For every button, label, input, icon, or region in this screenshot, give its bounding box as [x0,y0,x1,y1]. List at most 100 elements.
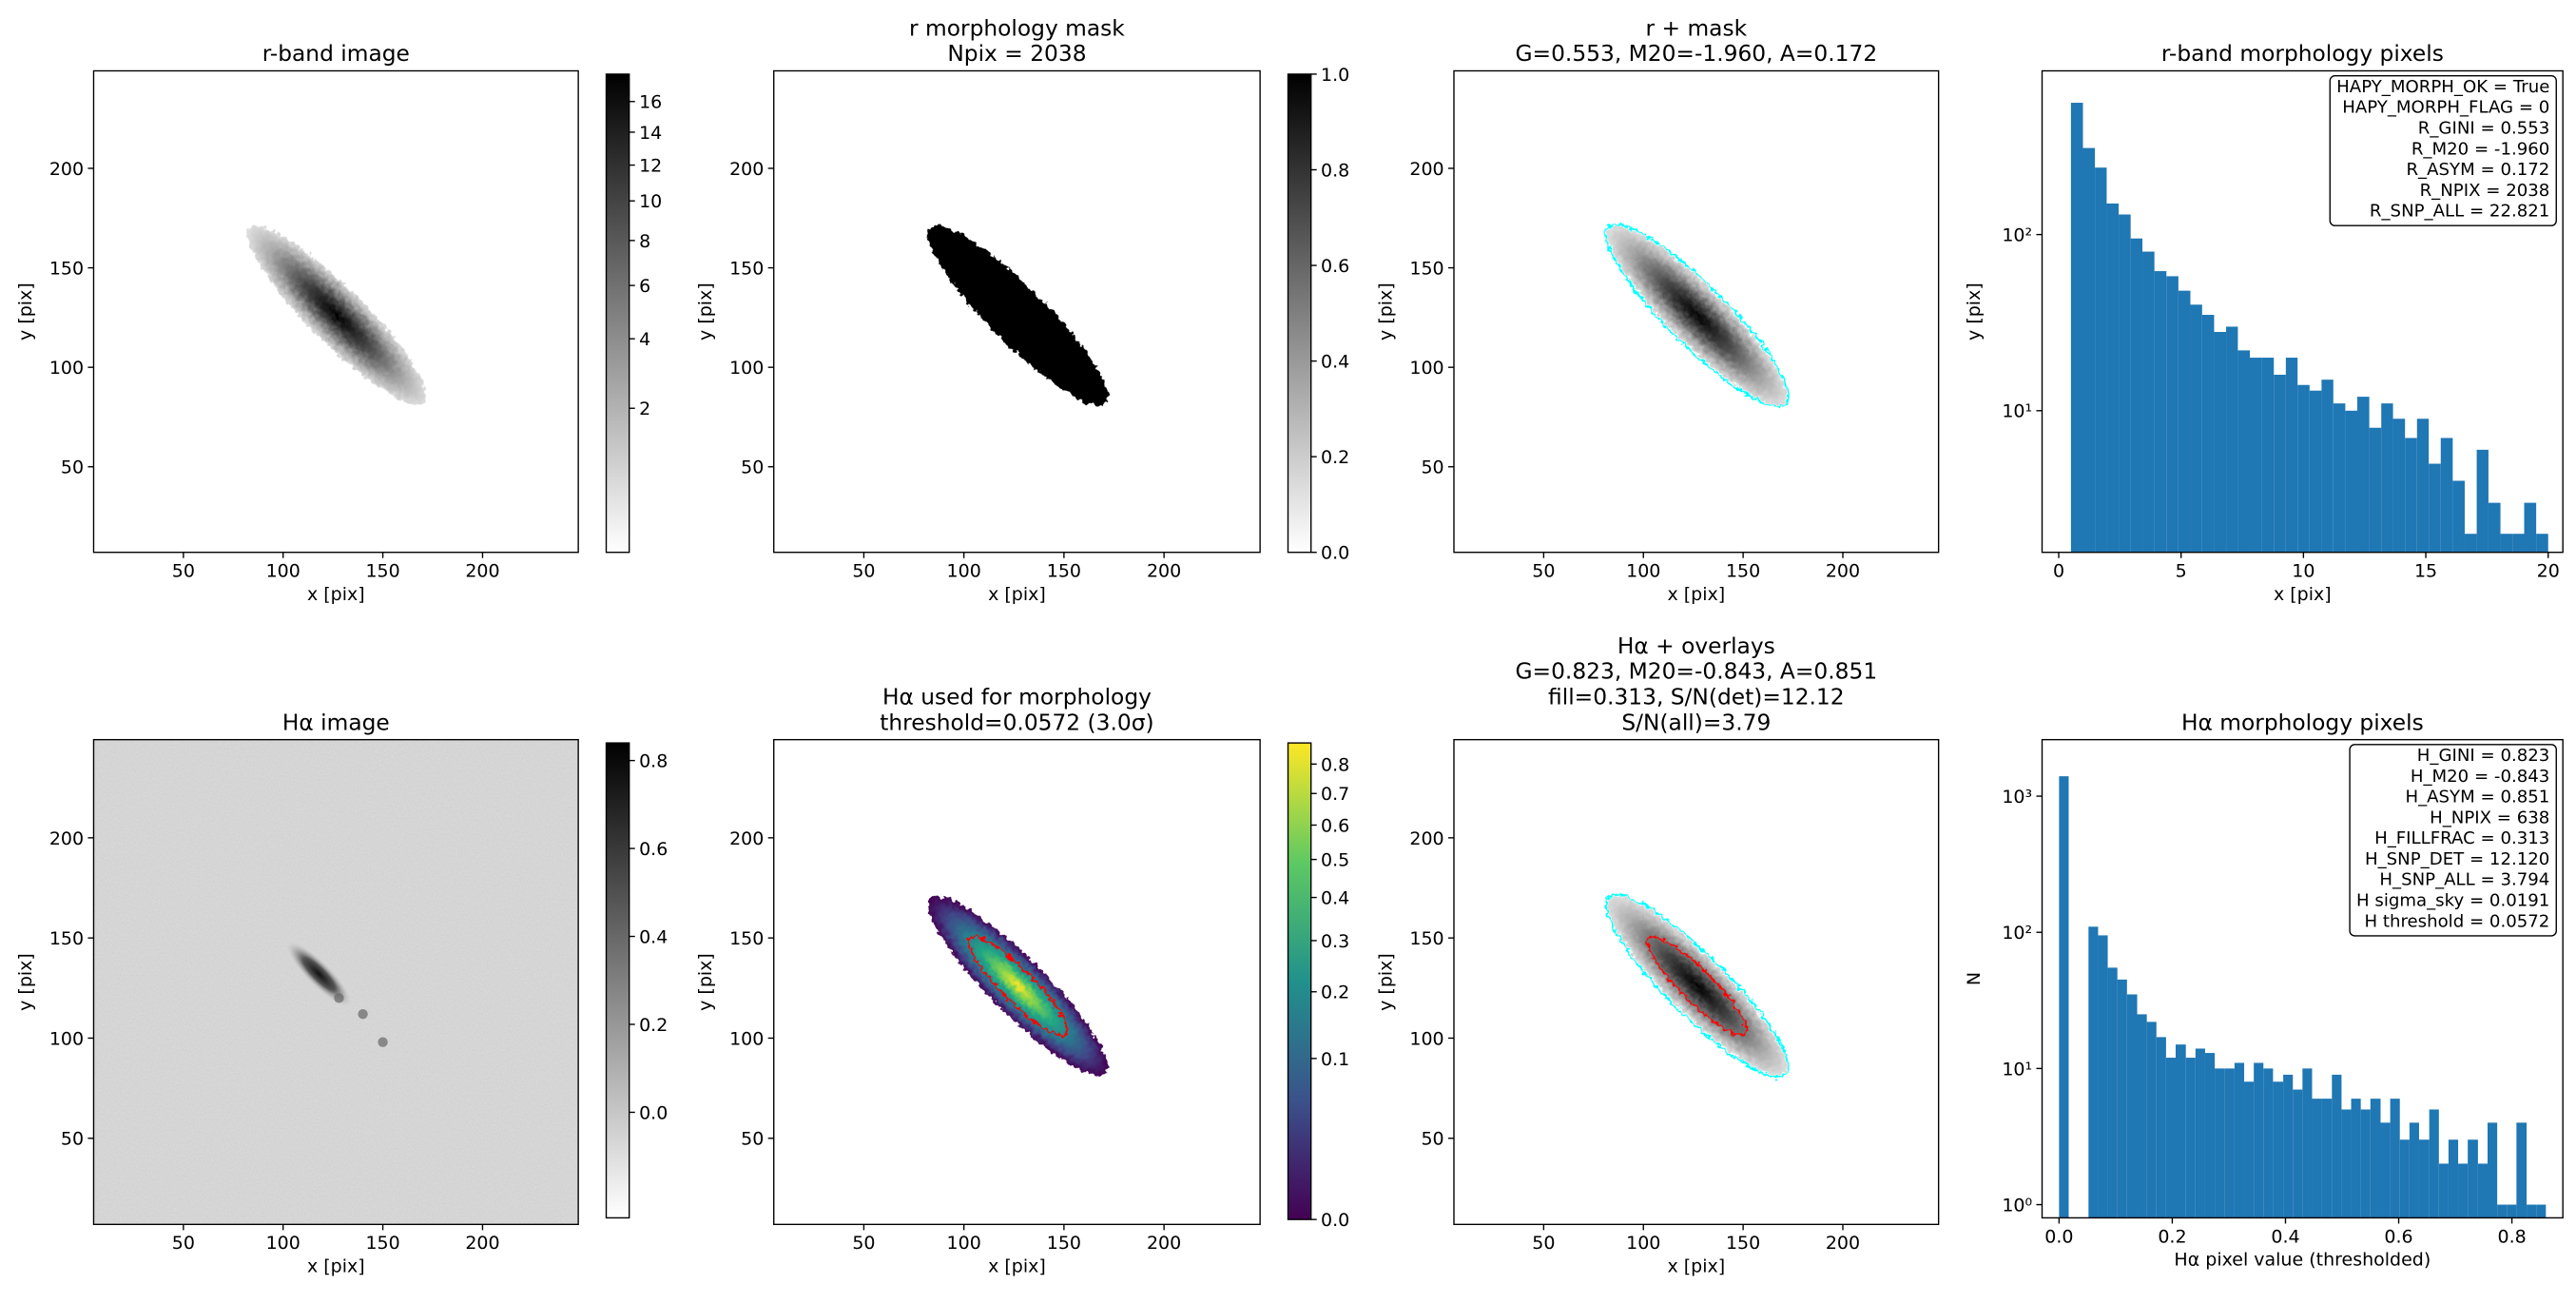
x-tick-label: 100 [947,561,981,582]
bar [2142,251,2155,553]
bar [2360,1109,2371,1218]
x-tick-label: 50 [172,561,195,582]
x-tick-label: 50 [852,1233,875,1254]
bar [2524,502,2537,553]
x-tick-label: 10 [2292,561,2315,582]
bar [2095,167,2107,553]
bar [2283,1074,2294,1218]
x-tick-label: 0 [2053,561,2064,582]
bar [2497,1204,2508,1218]
axes-frame [773,69,1261,554]
annotation: H_SNP_DET = 12.120 [2365,849,2549,869]
knot [334,993,344,1003]
bar [2119,214,2131,553]
bar [2312,1099,2322,1218]
colorbar-tick-label: 0.4 [639,926,668,947]
x-tick-label: 200 [1147,561,1181,582]
bar [2351,1099,2361,1218]
x-tick-label: 150 [1047,561,1081,582]
annotation: HAPY_MORPH_FLAG = 0 [2342,98,2549,118]
bar [2178,290,2191,553]
plot-area [927,225,1109,406]
colorbar-tick-label: 0.2 [1321,447,1349,468]
plot-area [1604,223,1790,408]
annotation: R_NPIX = 2038 [2420,181,2550,201]
axes-frame [773,738,1261,1226]
bar [2333,403,2346,553]
x-tick-label: 0.8 [2497,1226,2526,1247]
bar [2261,358,2275,553]
y-axis-label: y [pix] [1964,282,1985,341]
x-tick-label: 0.2 [2158,1226,2186,1247]
bar [2452,480,2465,553]
y-tick-label: 150 [729,258,764,279]
bar [2137,1014,2147,1218]
y-tick-label: 100 [1409,358,1443,379]
axes-frame [1453,69,1940,554]
bar [2130,238,2143,553]
y-tick-label: 50 [741,1129,764,1150]
bar [2458,1163,2469,1218]
chart-title: fill=0.313, S/N(det)=12.12 [1548,685,1845,710]
bar [2429,1109,2439,1218]
colorbar-tick-label: 0.0 [639,1102,668,1123]
x-tick-label: 50 [1532,1233,1555,1254]
bar [2476,449,2489,553]
bar [2297,384,2310,553]
x-tick-label: 100 [1626,1233,1660,1254]
galaxy [927,896,1109,1077]
x-axis-label: x [pix] [307,584,365,605]
colorbar [1287,742,1312,1220]
colorbar-tick-label: 0.8 [1321,754,1349,775]
chart-title: r + mask [1646,15,1748,41]
y-axis-label: y [pix] [15,953,36,1011]
bar [2392,418,2406,553]
chart-title: r-band image [262,41,410,67]
annotation: H threshold = 0.0572 [2364,911,2549,931]
bar [2507,1204,2517,1218]
chart-title: Hα used for morphology [882,685,1152,710]
annotation: R_SNP_ALL = 22.821 [2370,202,2549,222]
y-tick-label: 50 [1421,457,1443,478]
bar [2195,1048,2205,1218]
y-tick-label: 10² [2002,923,2032,944]
x-axis-label: x [pix] [988,1255,1046,1276]
bar [2477,1163,2489,1218]
colorbar-tick-label: 0.5 [1321,850,1349,871]
annotation: R_GINI = 0.553 [2418,118,2550,138]
x-tick-label: 0.4 [2271,1226,2299,1247]
x-axis-label: x [pix] [1667,1255,1725,1276]
bar [2166,276,2179,553]
annotation: H_GINI = 0.823 [2417,746,2550,766]
bar [2285,358,2298,553]
annotation: H_SNP_ALL = 3.794 [2379,870,2549,890]
x-tick-label: 200 [1147,1233,1181,1254]
colorbar-tick-label: 0.3 [1321,931,1349,952]
plot-area [1604,893,1790,1079]
y-tick-label: 10⁰ [2002,1195,2032,1216]
y-axis-label: y [pix] [1375,953,1396,1011]
y-axis-label: y [pix] [695,282,716,341]
axes-frame [2041,738,2564,1219]
bar [2274,374,2286,553]
x-tick-label: 200 [1826,1233,1860,1254]
y-tick-label: 10¹ [2002,401,2032,422]
axes-frame [92,738,579,1226]
annotation-bg [2349,744,2557,937]
bar [2527,1204,2537,1218]
y-tick-label: 150 [49,928,84,949]
y-tick-label: 200 [49,828,84,849]
bar [2381,403,2393,553]
chart-title: Npix = 2038 [947,41,1086,67]
x-tick-label: 50 [852,561,875,582]
bar [2263,1068,2274,1218]
x-tick-label: 200 [1826,561,1860,582]
axes-frame [2041,69,2564,554]
chart-title: r-band morphology pixels [2161,41,2444,67]
x-tick-label: 50 [1532,561,1555,582]
bar [2273,1081,2284,1218]
colorbar-tick-label: 0.4 [1321,352,1349,373]
bar [2448,1139,2459,1218]
x-tick-label: 200 [465,1233,499,1254]
